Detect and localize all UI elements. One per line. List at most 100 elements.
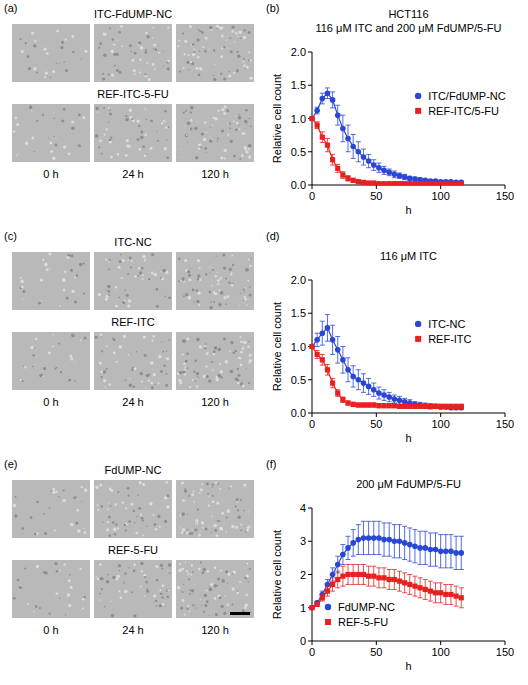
- cell-speck: [216, 378, 219, 381]
- cell-speck: [95, 486, 99, 490]
- data-point: [386, 537, 392, 543]
- y-axis-title: Relative cell count: [271, 74, 283, 163]
- cell-speck: [248, 51, 250, 53]
- data-point: [433, 404, 439, 410]
- cell-speck: [249, 568, 251, 570]
- cell-speck: [217, 279, 220, 282]
- error-cap: [397, 571, 402, 572]
- plot-marks: [309, 88, 464, 186]
- error-cap: [366, 521, 371, 522]
- cell-speck: [221, 512, 224, 515]
- cell-speck: [210, 127, 211, 128]
- cell-speck: [219, 488, 221, 490]
- data-point: [345, 572, 350, 577]
- error-cap: [387, 589, 392, 590]
- scale-bar: [230, 612, 250, 615]
- data-point: [412, 181, 417, 185]
- cell-speck: [105, 386, 106, 387]
- time-label: 120 h: [201, 624, 229, 636]
- cell-speck: [192, 289, 195, 292]
- x-tick-label: 50: [370, 190, 382, 202]
- cell-speck: [13, 504, 17, 508]
- y-tick: [308, 413, 312, 414]
- error-bar: [346, 176, 351, 181]
- error-cap: [351, 529, 356, 530]
- cell-speck: [46, 268, 49, 271]
- cell-speck: [131, 118, 133, 120]
- cell-speck: [248, 511, 249, 512]
- cell-speck: [228, 75, 231, 78]
- cell-speck: [211, 285, 213, 287]
- panel-label: (b): [266, 2, 279, 14]
- cell-speck: [46, 52, 49, 55]
- cell-speck: [97, 578, 100, 581]
- cell-speck: [60, 46, 63, 49]
- cell-speck: [249, 293, 252, 296]
- cell-speck: [39, 374, 43, 378]
- cell-speck: [247, 279, 249, 281]
- data-point: [340, 172, 345, 177]
- cell-speck: [180, 606, 183, 609]
- data-point: [361, 535, 367, 541]
- cell-speck: [117, 153, 119, 155]
- cell-speck: [185, 561, 187, 563]
- cell-speck: [138, 507, 141, 510]
- cell-speck: [83, 336, 86, 339]
- data-point: [325, 325, 331, 331]
- cell-speck: [183, 363, 185, 365]
- cell-speck: [199, 147, 201, 149]
- error-cap: [392, 557, 397, 558]
- cell-speck: [166, 505, 169, 508]
- error-cap: [423, 531, 428, 532]
- cell-speck: [168, 126, 170, 128]
- cell-speck: [101, 505, 103, 507]
- data-point: [417, 545, 423, 551]
- cell-speck: [109, 259, 111, 261]
- x-tick-label: 0: [309, 646, 315, 658]
- cell-speck: [15, 496, 17, 498]
- error-cap: [366, 566, 371, 567]
- error-cap: [387, 522, 392, 523]
- x-tick: [312, 641, 313, 645]
- cell-speck: [199, 51, 201, 53]
- cell-speck: [165, 126, 168, 129]
- error-bar: [387, 169, 392, 176]
- cell-speck: [147, 62, 149, 64]
- data-point: [309, 344, 314, 349]
- cell-speck: [69, 574, 71, 576]
- x-tick-label: 150: [496, 646, 514, 658]
- error-bar: [371, 160, 376, 171]
- cell-speck: [214, 567, 216, 569]
- cell-speck: [193, 51, 195, 53]
- data-point: [392, 396, 398, 402]
- chart-panel: (f)200 μM FdUMP/5-FU01234050100150hRelat…: [266, 458, 514, 672]
- data-point: [325, 589, 330, 594]
- micrograph: [176, 104, 254, 162]
- cell-speck: [19, 38, 21, 40]
- cell-speck: [179, 527, 180, 528]
- data-point: [412, 543, 418, 549]
- cell-speck: [226, 532, 228, 534]
- cell-speck: [102, 73, 104, 75]
- cell-speck: [108, 74, 110, 76]
- cell-speck: [240, 37, 242, 39]
- data-point: [433, 404, 438, 409]
- error-cap: [335, 571, 340, 572]
- data-point: [345, 136, 351, 142]
- micrograph: [12, 560, 90, 618]
- data-point: [443, 404, 449, 410]
- cell-speck: [137, 119, 140, 122]
- cell-speck: [183, 281, 185, 283]
- y-tick-label: 0.5: [291, 374, 306, 386]
- cell-speck: [205, 36, 208, 39]
- error-cap: [356, 369, 361, 370]
- cell-speck: [152, 340, 154, 342]
- cell-speck: [180, 514, 182, 516]
- error-bar: [387, 404, 392, 408]
- cell-speck: [246, 368, 247, 369]
- data-point: [448, 181, 453, 185]
- cell-speck: [20, 280, 24, 284]
- cell-speck: [204, 147, 207, 150]
- cell-speck: [27, 603, 29, 605]
- cell-speck: [179, 563, 181, 565]
